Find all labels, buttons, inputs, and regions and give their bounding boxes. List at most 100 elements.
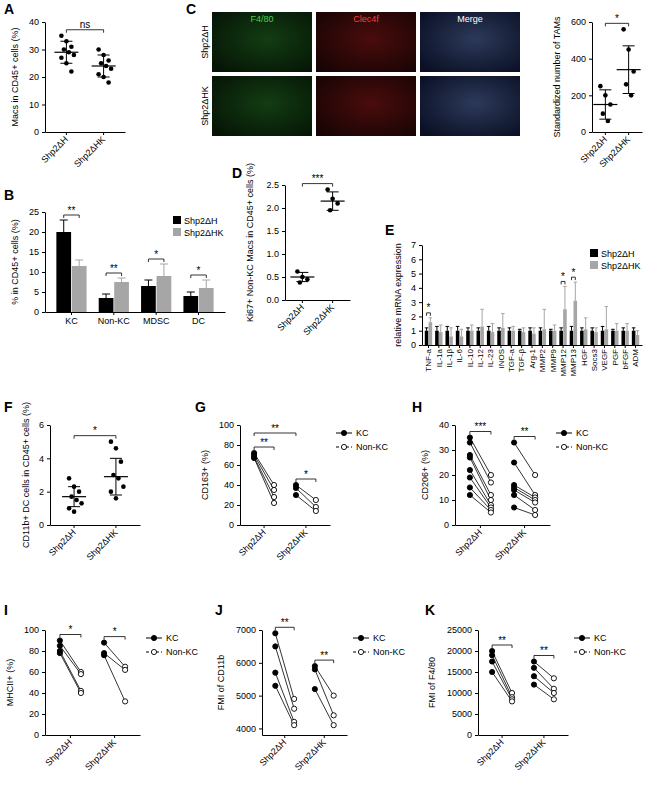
x-tick: IL-23 — [486, 345, 495, 367]
data-point — [511, 505, 516, 510]
error-bar — [327, 192, 339, 210]
legend-marker — [151, 649, 156, 654]
y-axis-line — [455, 426, 456, 526]
significance-label: * — [561, 271, 565, 282]
bar — [511, 331, 515, 345]
y-axis: 010203040 — [439, 420, 456, 530]
error-whisker — [103, 55, 104, 77]
y-tick-label: 7 — [411, 240, 416, 250]
x-tick-label: Non-KC — [98, 316, 131, 326]
y-tick: 25 — [29, 207, 45, 217]
image-column-label: Merge — [457, 14, 483, 24]
error-bar — [623, 46, 635, 94]
error-bar — [621, 328, 625, 331]
error-cap — [466, 327, 470, 328]
y-tick-label: 600 — [571, 17, 586, 27]
panel: E01234567relative mRNA expressionTNF-aIL… — [385, 222, 643, 377]
bar — [611, 331, 615, 345]
y-tick-mark — [237, 425, 240, 426]
error-bar — [435, 326, 439, 330]
y-tick: 10 — [29, 100, 45, 110]
error-bar — [580, 328, 584, 331]
data-point — [509, 699, 514, 704]
error-cap — [611, 329, 615, 330]
bar — [466, 331, 470, 345]
y-tick: 40 — [29, 17, 45, 27]
y-axis-line — [50, 426, 51, 526]
x-tick-label: MMP2 — [538, 348, 547, 372]
error-whisker — [79, 260, 80, 266]
micrograph — [420, 12, 520, 72]
error-whisker — [66, 41, 67, 63]
data-point — [292, 696, 297, 701]
x-tick-mark — [521, 345, 522, 348]
y-tick-mark — [452, 425, 455, 426]
error-bar — [518, 329, 522, 330]
legend-label: KC — [356, 428, 369, 438]
y-tick: 10 — [439, 495, 455, 505]
error-bar — [491, 324, 495, 333]
y-axis: 0200400600 — [571, 17, 593, 137]
y-tick-label: 10 — [439, 495, 449, 505]
error-cap — [449, 327, 453, 328]
panel-label: K — [425, 602, 435, 618]
error-whisker — [163, 264, 164, 276]
x-tick: iNOS — [497, 345, 506, 368]
y-tick: 60 — [29, 667, 45, 677]
legend-marker — [579, 649, 584, 654]
data-point — [293, 492, 298, 497]
y-tick-label: 7000 — [236, 625, 256, 635]
y-tick-label: 60 — [224, 460, 234, 470]
x-tick-mark — [332, 300, 333, 303]
y-tick-mark — [259, 663, 262, 664]
y-axis-line — [285, 186, 286, 301]
data-point — [72, 509, 77, 514]
x-tick-mark — [583, 345, 584, 348]
y-tick-label: 10 — [29, 100, 39, 110]
error-cap — [429, 317, 433, 318]
y-tick-mark — [42, 714, 45, 715]
data-point — [621, 27, 626, 32]
error-cap — [102, 294, 110, 295]
pair-line — [492, 662, 512, 700]
y-tick: 1.0 — [266, 249, 285, 259]
data-point — [490, 659, 495, 664]
data-point — [114, 446, 119, 451]
x-tick-mark — [284, 735, 285, 738]
panel-label: C — [186, 1, 196, 17]
figure: A010203040Macs in CD45+ cells (%)Shp2ΔHS… — [0, 0, 650, 796]
y-tick: 30 — [29, 45, 45, 55]
y-tick: 10 — [29, 267, 45, 277]
x-tick-mark — [500, 345, 501, 348]
panel-label: B — [4, 187, 14, 203]
bar — [621, 331, 625, 345]
error-cap — [110, 495, 122, 496]
significance-label: ** — [271, 423, 279, 434]
error-whisker — [482, 309, 483, 326]
error-bar — [625, 324, 629, 331]
error-cap — [594, 327, 598, 328]
error-bar — [563, 286, 567, 309]
significance-label: ** — [110, 263, 118, 274]
bar — [183, 296, 198, 312]
y-tick-label: 40 — [29, 688, 39, 698]
x-tick: Shp2ΔH — [258, 735, 289, 768]
y-axis: 0510152025 — [29, 207, 46, 317]
error-cap — [327, 191, 339, 192]
error-bar — [511, 326, 515, 330]
data-point — [467, 485, 472, 490]
error-whisker — [596, 328, 597, 332]
y-tick: 3 — [411, 298, 422, 308]
legend-label: KC — [373, 633, 386, 643]
error-bar — [102, 294, 110, 298]
y-tick-mark — [42, 651, 45, 652]
pair-line — [514, 495, 535, 510]
x-axis: Shp2ΔHShp2ΔHK — [47, 525, 141, 562]
significance-label: * — [197, 265, 201, 276]
x-tick: MMP13 — [569, 345, 578, 377]
legend-marker — [358, 649, 363, 654]
x-tick: MMP9 — [549, 345, 558, 372]
significance: ** — [514, 426, 535, 440]
error-cap — [60, 220, 68, 221]
y-tick: 5 — [411, 269, 422, 279]
